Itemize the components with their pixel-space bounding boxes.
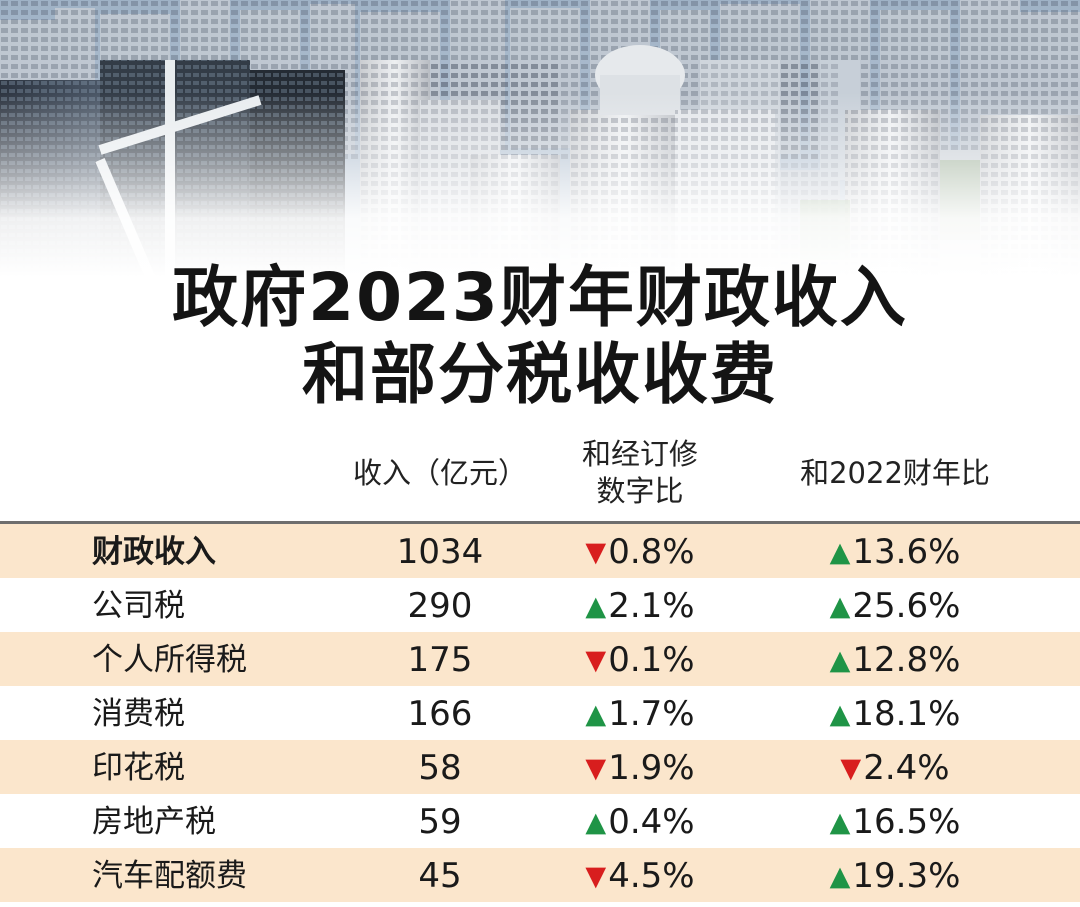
table-row: 财政收入 1034 ▼0.8% ▲13.6% xyxy=(0,524,1080,578)
vs-2022-value: 19.3% xyxy=(852,856,961,896)
change-arrow-icon: ▲ xyxy=(829,591,851,622)
vs-2022-value: 13.6% xyxy=(852,532,961,572)
revenue-value: 175 xyxy=(407,640,473,680)
revenue-value: 1034 xyxy=(396,532,484,572)
vs-2022-cell: ▲25.6% xyxy=(770,578,1020,632)
vs-2022-value: 18.1% xyxy=(852,694,961,734)
change-arrow-icon: ▲ xyxy=(829,537,851,568)
revenue-value: 166 xyxy=(407,694,473,734)
change-arrow-icon: ▼ xyxy=(585,753,607,784)
vs-revised-value: 0.8% xyxy=(608,532,695,572)
vs-2022-cell: ▲16.5% xyxy=(770,794,1020,848)
table-row: 房地产税 59 ▲0.4% ▲16.5% xyxy=(0,794,1080,848)
vs-revised-cell: ▼4.5% xyxy=(555,848,725,902)
vs-2022-cell: ▲18.1% xyxy=(770,686,1020,740)
chart-title-line-2: 和部分税收收费 xyxy=(302,336,778,413)
row-label: 汽车配额费 xyxy=(92,858,247,894)
change-arrow-icon: ▼ xyxy=(585,861,607,892)
vs-revised-cell: ▼0.1% xyxy=(555,632,725,686)
vs-revised-cell: ▲0.4% xyxy=(555,794,725,848)
skyline-fade-overlay xyxy=(0,0,1080,420)
table-row: 公司税 290 ▲2.1% ▲25.6% xyxy=(0,578,1080,632)
vs-2022-cell: ▲12.8% xyxy=(770,632,1020,686)
vs-revised-value: 1.7% xyxy=(608,694,695,734)
row-label: 个人所得税 xyxy=(92,642,247,678)
vs-2022-cell: ▲19.3% xyxy=(770,848,1020,902)
change-arrow-icon: ▲ xyxy=(829,861,851,892)
vs-revised-value: 1.9% xyxy=(608,748,695,788)
table-row: 汽车配额费 45 ▼4.5% ▲19.3% xyxy=(0,848,1080,902)
row-label: 公司税 xyxy=(92,588,185,624)
change-arrow-icon: ▼ xyxy=(840,753,862,784)
row-label: 房地产税 xyxy=(92,804,216,840)
vs-revised-value: 2.1% xyxy=(608,586,695,626)
column-header-vs-revised-line-1: 和经订修 xyxy=(581,437,698,471)
vs-revised-value: 0.1% xyxy=(608,640,695,680)
vs-revised-cell: ▼0.8% xyxy=(555,524,725,578)
change-arrow-icon: ▼ xyxy=(585,537,607,568)
change-arrow-icon: ▲ xyxy=(585,807,607,838)
column-header-vs-2022: 和2022财年比 xyxy=(800,456,990,490)
vs-2022-cell: ▼2.4% xyxy=(770,740,1020,794)
change-arrow-icon: ▲ xyxy=(829,699,851,730)
row-label: 消费税 xyxy=(92,696,185,732)
table-row: 个人所得税 175 ▼0.1% ▲12.8% xyxy=(0,632,1080,686)
change-arrow-icon: ▲ xyxy=(585,591,607,622)
header-divider xyxy=(0,521,1080,524)
table-row: 消费税 166 ▲1.7% ▲18.1% xyxy=(0,686,1080,740)
change-arrow-icon: ▼ xyxy=(585,645,607,676)
vs-revised-cell: ▲1.7% xyxy=(555,686,725,740)
row-label: 印花税 xyxy=(92,750,185,786)
vs-2022-value: 25.6% xyxy=(852,586,961,626)
data-table: 财政收入 1034 ▼0.8% ▲13.6% 公司税 290 ▲2.1% ▲25… xyxy=(0,524,1080,902)
column-header-vs-revised: 和经订修 数字比 xyxy=(555,436,725,510)
vs-2022-value: 2.4% xyxy=(863,748,950,788)
column-header-vs-revised-line-2: 数字比 xyxy=(596,474,684,508)
table-row: 印花税 58 ▼1.9% ▼2.4% xyxy=(0,740,1080,794)
change-arrow-icon: ▲ xyxy=(829,807,851,838)
vs-2022-value: 16.5% xyxy=(852,802,961,842)
vs-revised-value: 0.4% xyxy=(608,802,695,842)
vs-revised-value: 4.5% xyxy=(608,856,695,896)
vs-2022-value: 12.8% xyxy=(852,640,961,680)
vs-revised-cell: ▲2.1% xyxy=(555,578,725,632)
revenue-value: 290 xyxy=(407,586,473,626)
column-header-revenue: 收入（亿元） xyxy=(352,456,527,490)
vs-revised-cell: ▼1.9% xyxy=(555,740,725,794)
change-arrow-icon: ▲ xyxy=(829,645,851,676)
revenue-value: 59 xyxy=(418,802,462,842)
revenue-value: 58 xyxy=(418,748,462,788)
vs-2022-cell: ▲13.6% xyxy=(770,524,1020,578)
revenue-value: 45 xyxy=(418,856,462,896)
change-arrow-icon: ▲ xyxy=(585,699,607,730)
chart-title-line-1: 政府2023财年财政收入 xyxy=(172,259,908,336)
row-label: 财政收入 xyxy=(92,534,216,570)
